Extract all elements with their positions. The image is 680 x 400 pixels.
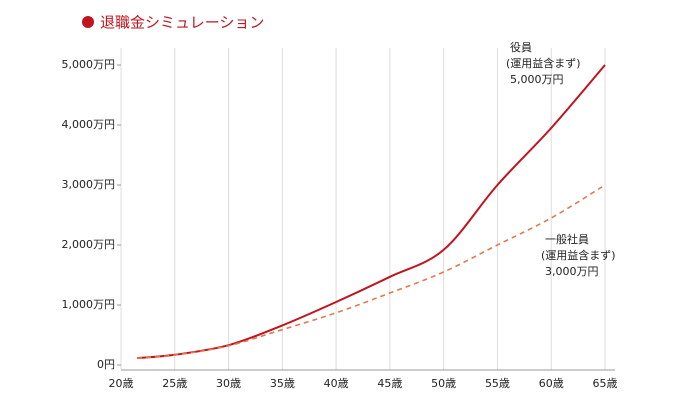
value-label: 3,000万円 bbox=[545, 265, 599, 278]
x-tick-label: 40歳 bbox=[324, 377, 349, 390]
title-bullet bbox=[82, 16, 94, 28]
y-tick-label: 2,000万円 bbox=[62, 238, 116, 251]
y-tick-label: 1,000万円 bbox=[62, 298, 116, 311]
x-tick-label: 45歳 bbox=[377, 377, 402, 390]
series-annotation: (運用益含まず) bbox=[541, 248, 616, 262]
y-tick-label: 5,000万円 bbox=[62, 58, 116, 71]
value-label: 5,000万円 bbox=[510, 73, 564, 86]
y-tick-label: 3,000万円 bbox=[62, 178, 116, 191]
y-tick-label: 0円 bbox=[97, 358, 115, 371]
series-line bbox=[137, 184, 606, 359]
x-tick-label: 60歳 bbox=[539, 377, 564, 390]
x-tick-label: 30歳 bbox=[216, 377, 241, 390]
x-tick-label: 55歳 bbox=[485, 377, 510, 390]
series-name: 役員 bbox=[510, 40, 532, 54]
series-name: 一般社員 bbox=[545, 232, 589, 246]
series-line bbox=[137, 64, 606, 360]
series-annotation: (運用益含まず) bbox=[506, 56, 581, 70]
x-tick-label: 20歳 bbox=[109, 377, 134, 390]
x-tick-label: 35歳 bbox=[270, 377, 295, 390]
x-tick-label: 25歳 bbox=[162, 377, 187, 390]
x-tick-label: 65歳 bbox=[593, 377, 618, 390]
y-tick-label: 4,000万円 bbox=[62, 118, 116, 131]
x-tick-label: 50歳 bbox=[431, 377, 456, 390]
chart-title: 退職金シミュレーション bbox=[100, 14, 264, 32]
